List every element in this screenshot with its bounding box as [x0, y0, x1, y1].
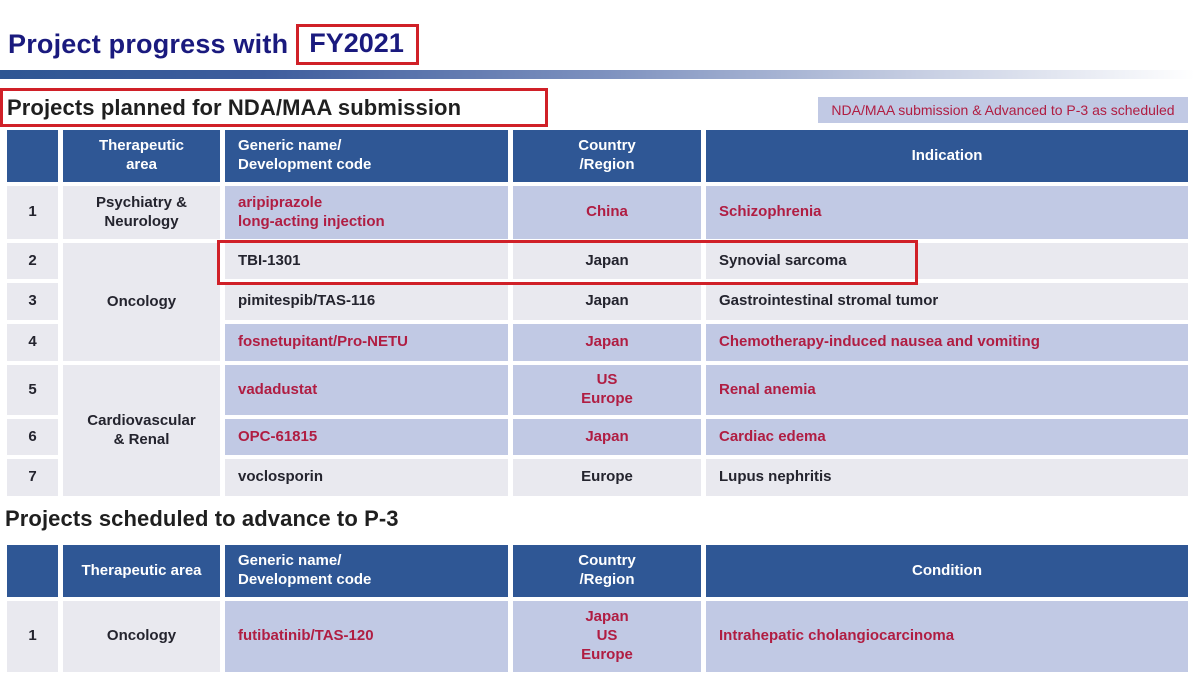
cell-condition: Intrahepatic cholangiocarcinoma: [706, 601, 1188, 672]
cell-num: 1: [7, 186, 58, 239]
cell-indication: Chemotherapy-induced nausea and vomiting: [706, 324, 1188, 361]
cell-num: 3: [7, 283, 58, 320]
cell-generic: vadadustat: [225, 365, 508, 415]
header-cell-area: Therapeutic area: [63, 545, 220, 597]
title-text: Project progress with: [8, 29, 289, 59]
cell-country: Japan: [513, 419, 701, 455]
cell-num: 5: [7, 365, 58, 415]
cell-indication: Schizophrenia: [706, 186, 1188, 239]
title-fy2021-highlight-box: FY2021: [296, 24, 419, 65]
header-cell-country: Country /Region: [513, 130, 701, 182]
cell-area: Psychiatry & Neurology: [63, 186, 220, 239]
title-divider-bar: [0, 70, 1195, 79]
cell-country: China: [513, 186, 701, 239]
cell-area-oncology: Oncology: [63, 243, 220, 361]
cell-generic: futibatinib/TAS-120: [225, 601, 508, 672]
cell-country: Japan: [513, 283, 701, 320]
cell-country: Japan US Europe: [513, 601, 701, 672]
cell-country: Japan: [513, 243, 701, 279]
page-title: Project progress with FY2021: [8, 24, 419, 65]
cell-indication: Synovial sarcoma: [706, 243, 1188, 279]
nda-maa-table: Therapeutic area Generic name/ Developme…: [7, 130, 1188, 496]
header-cell-num: [7, 545, 58, 597]
advance-to-p3-table: Therapeutic area Generic name/ Developme…: [7, 545, 1188, 672]
header-cell-area: Therapeutic area: [63, 130, 220, 182]
cell-num: 4: [7, 324, 58, 361]
cell-num: 7: [7, 459, 58, 496]
header-cell-country: Country /Region: [513, 545, 701, 597]
cell-generic: aripiprazole long-acting injection: [225, 186, 508, 239]
cell-area-cardio-renal: Cardiovascular & Renal: [63, 365, 220, 496]
cell-generic: voclosporin: [225, 459, 508, 496]
header-cell-indication: Indication: [706, 130, 1188, 182]
header-cell-generic: Generic name/ Development code: [225, 130, 508, 182]
cell-num: 2: [7, 243, 58, 279]
header-cell-condition: Condition: [706, 545, 1188, 597]
cell-indication: Gastrointestinal stromal tumor: [706, 283, 1188, 320]
cell-generic: pimitespib/TAS-116: [225, 283, 508, 320]
section1-heading: Projects planned for NDA/MAA submission: [0, 88, 548, 127]
cell-indication: Cardiac edema: [706, 419, 1188, 455]
cell-generic: OPC-61815: [225, 419, 508, 455]
cell-num: 1: [7, 601, 58, 672]
legend-note: NDA/MAA submission & Advanced to P-3 as …: [818, 97, 1188, 123]
header-cell-num: [7, 130, 58, 182]
cell-area: Oncology: [63, 601, 220, 672]
cell-num: 6: [7, 419, 58, 455]
header-cell-generic: Generic name/ Development code: [225, 545, 508, 597]
cell-indication: Renal anemia: [706, 365, 1188, 415]
cell-generic: TBI-1301: [225, 243, 508, 279]
cell-generic: fosnetupitant/Pro-NETU: [225, 324, 508, 361]
section2-heading: Projects scheduled to advance to P-3: [5, 506, 399, 531]
cell-country: US Europe: [513, 365, 701, 415]
cell-country: Japan: [513, 324, 701, 361]
cell-country: Europe: [513, 459, 701, 496]
cell-indication: Lupus nephritis: [706, 459, 1188, 496]
